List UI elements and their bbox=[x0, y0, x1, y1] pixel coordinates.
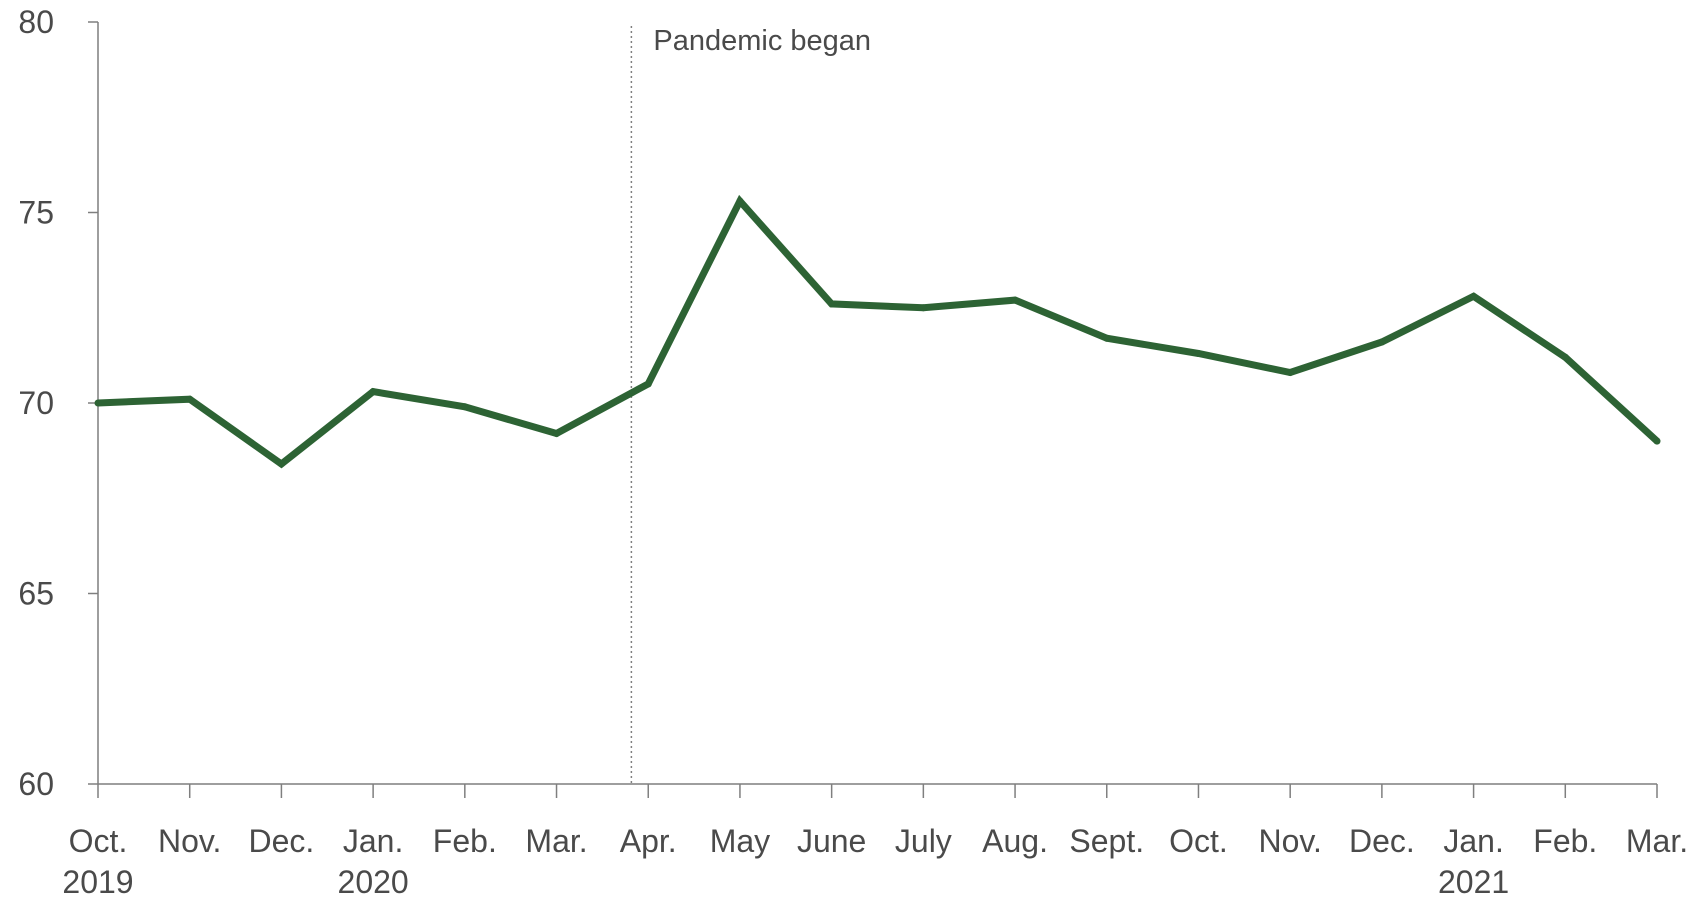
x-tick-label: Dec. bbox=[1349, 823, 1415, 859]
year-label: 2020 bbox=[338, 864, 409, 898]
data-point bbox=[828, 300, 836, 308]
x-tick-label: Jan. bbox=[1443, 823, 1503, 859]
x-tick-label: Nov. bbox=[1258, 823, 1321, 859]
x-tick-label: Oct. bbox=[69, 823, 128, 859]
data-point bbox=[1470, 292, 1478, 300]
year-label: 2021 bbox=[1438, 864, 1509, 898]
data-point bbox=[1653, 437, 1661, 445]
data-point bbox=[1011, 296, 1019, 304]
data-point bbox=[94, 399, 102, 407]
x-tick-label: Mar. bbox=[525, 823, 587, 859]
data-point bbox=[1561, 353, 1569, 361]
x-tick-label: Mar. bbox=[1626, 823, 1688, 859]
data-point bbox=[277, 460, 285, 468]
data-point bbox=[1286, 369, 1294, 377]
y-tick-label: 75 bbox=[18, 195, 54, 231]
data-point bbox=[186, 395, 194, 403]
y-tick-label: 80 bbox=[18, 4, 54, 40]
data-point bbox=[461, 403, 469, 411]
y-tick-label: 70 bbox=[18, 385, 54, 421]
annotation: Pandemic began bbox=[630, 25, 871, 784]
data-point bbox=[369, 388, 377, 396]
x-tick-label: Nov. bbox=[158, 823, 221, 859]
x-tick-label: Feb. bbox=[1533, 823, 1597, 859]
data-point bbox=[919, 304, 927, 312]
x-tick-label: Dec. bbox=[249, 823, 315, 859]
x-tick-label: July bbox=[895, 823, 952, 859]
data-point bbox=[553, 429, 561, 437]
data-point bbox=[1103, 334, 1111, 342]
x-tick-label: Feb. bbox=[433, 823, 497, 859]
data-point bbox=[1194, 349, 1202, 357]
x-tick-label: Aug. bbox=[982, 823, 1048, 859]
series-line bbox=[97, 194, 1660, 469]
x-tick-label: Sept. bbox=[1069, 823, 1144, 859]
data-point bbox=[736, 197, 744, 205]
y-axis: 60 65 70 75 80 bbox=[18, 4, 99, 802]
annotation-label: Pandemic began bbox=[653, 25, 871, 57]
x-tick-label: June bbox=[797, 823, 866, 859]
data-point bbox=[644, 380, 652, 388]
x-tick-label: Oct. bbox=[1169, 823, 1228, 859]
y-tick-label: 60 bbox=[18, 766, 54, 802]
year-label: 2019 bbox=[62, 864, 133, 898]
x-tick-label: Apr. bbox=[620, 823, 677, 859]
x-tick-label: Jan. bbox=[343, 823, 403, 859]
x-axis: Oct. Nov. Dec. Jan. Feb. Mar. Apr. May June July A… bbox=[62, 783, 1688, 898]
y-tick-label: 65 bbox=[18, 576, 54, 612]
data-point bbox=[1378, 338, 1386, 346]
series-group bbox=[94, 194, 1661, 469]
x-tick-label: May bbox=[710, 823, 770, 859]
